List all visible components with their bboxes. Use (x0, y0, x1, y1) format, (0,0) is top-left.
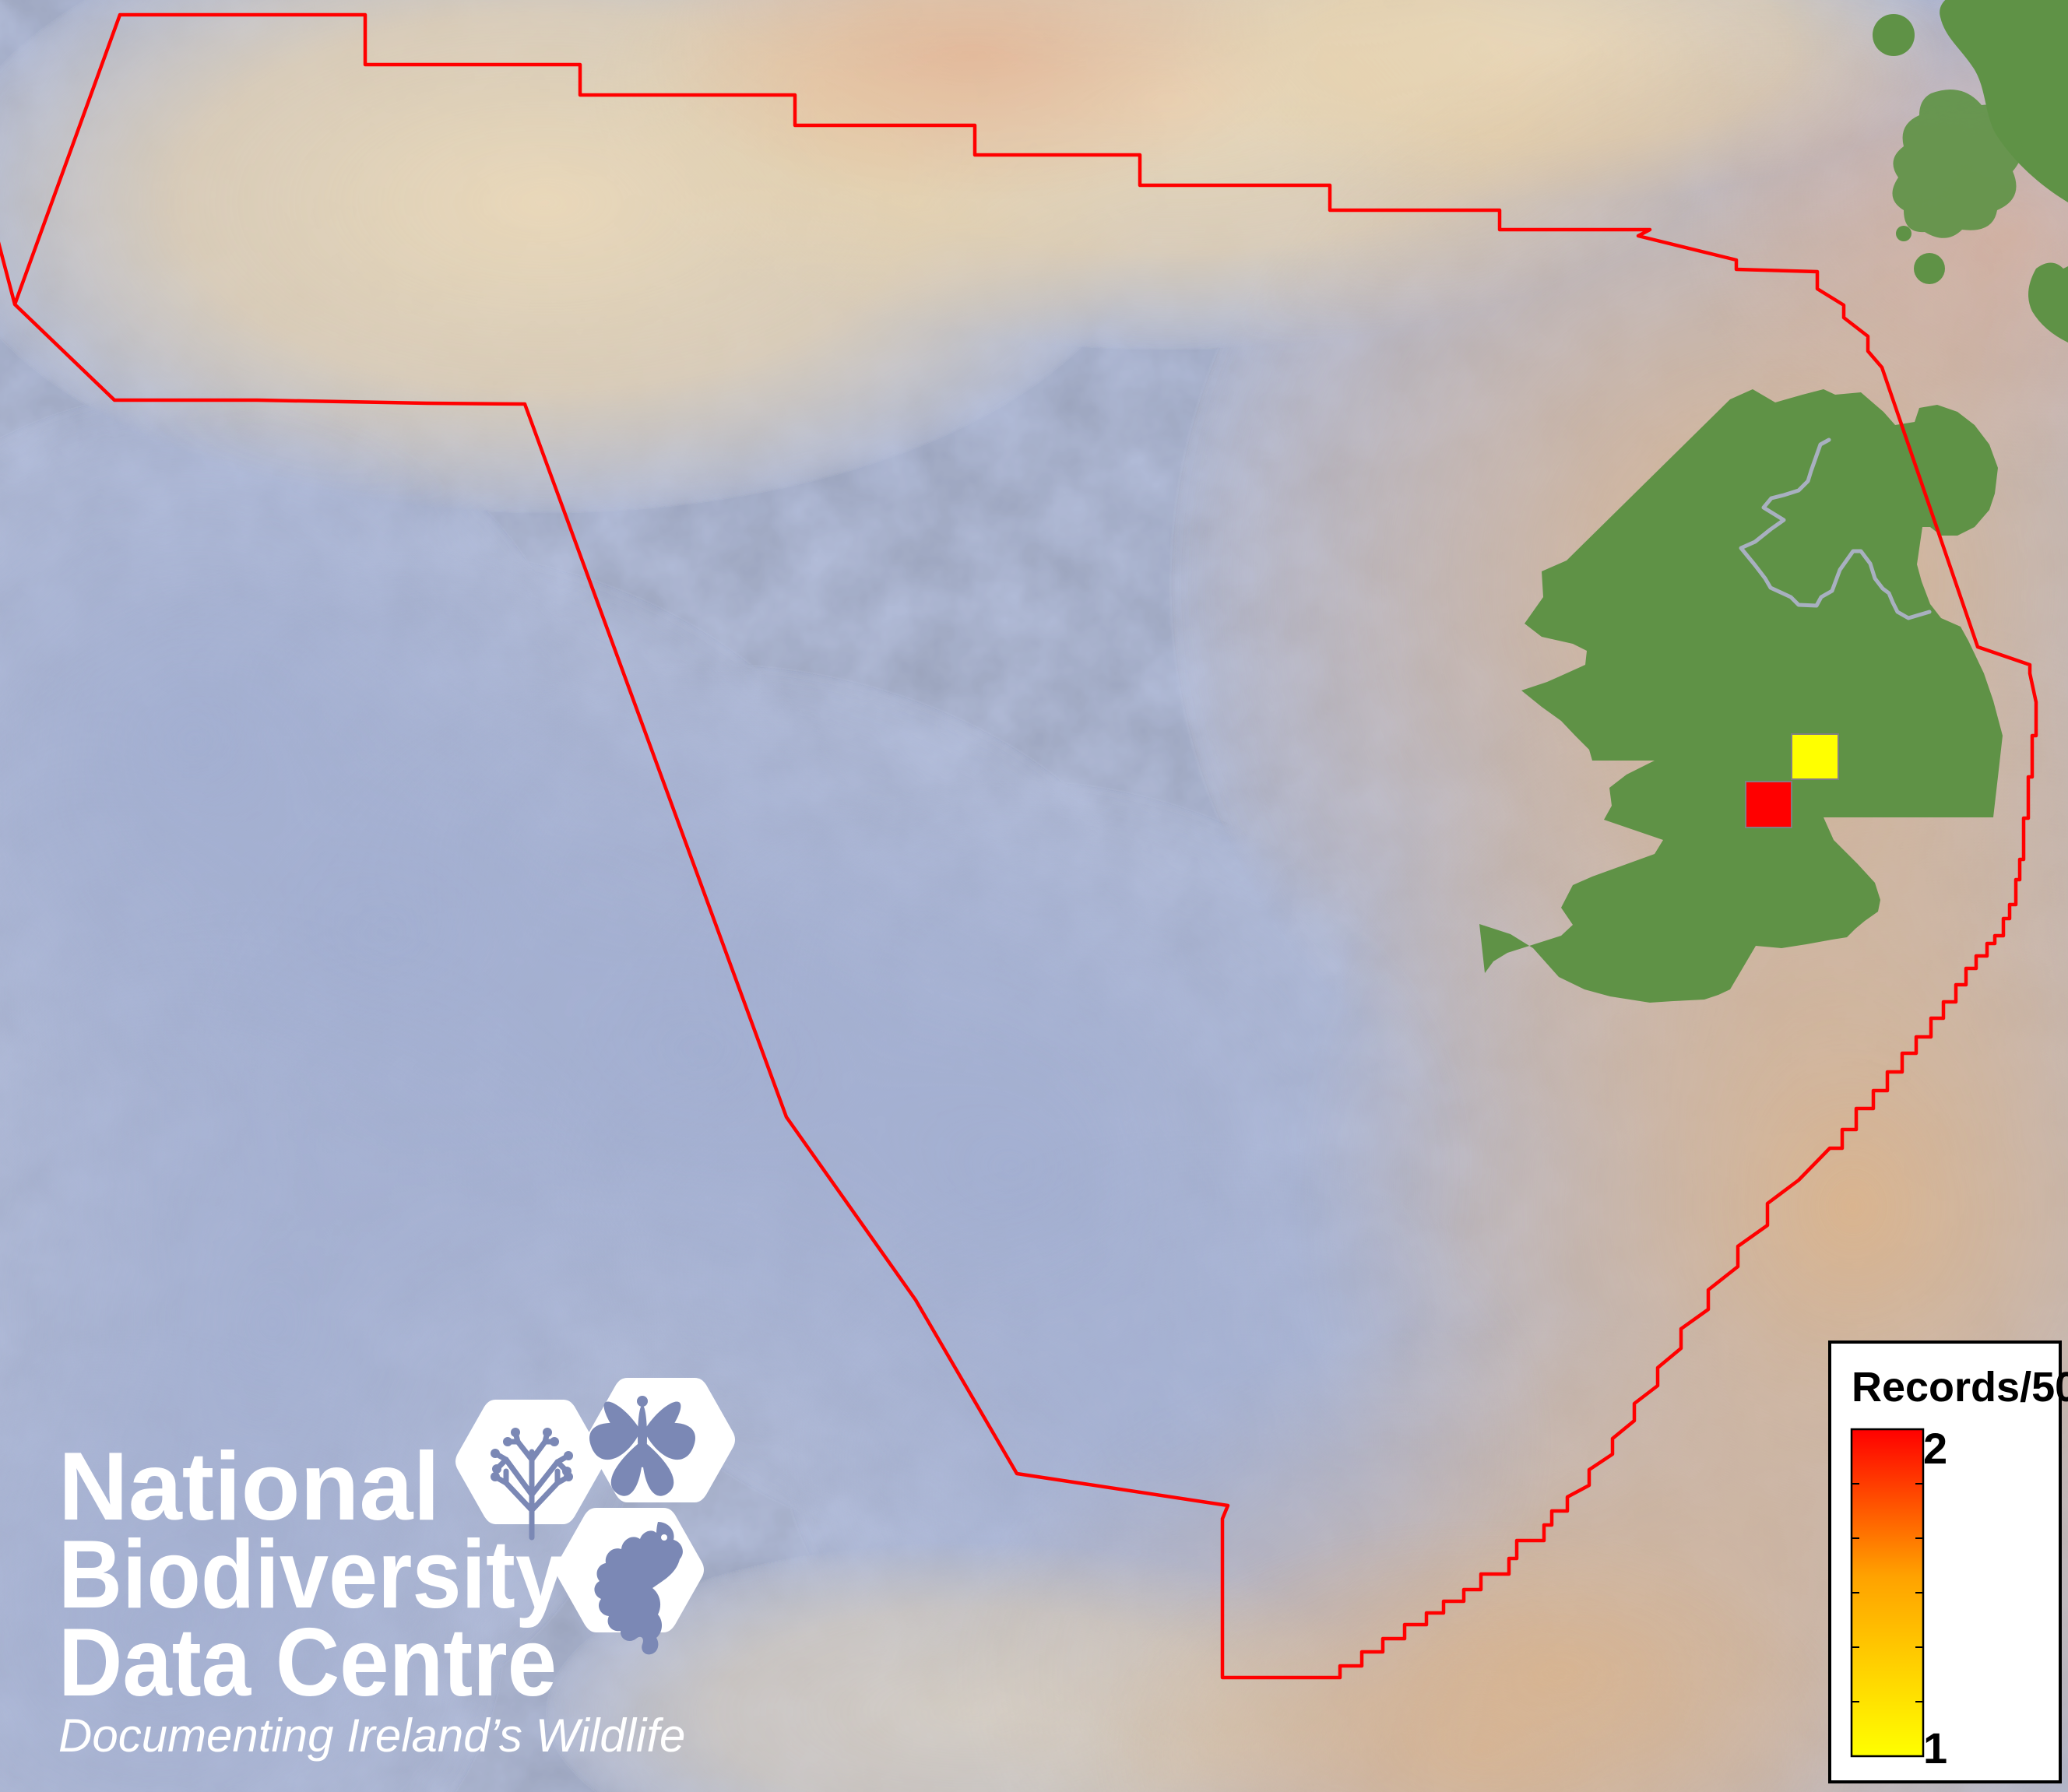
svg-text:Data Centre: Data Centre (58, 1609, 557, 1716)
svg-text:2: 2 (1923, 1424, 1947, 1473)
svg-text:Records/50km: Records/50km (1852, 1364, 2068, 1411)
svg-text:Documenting Ireland’s Wildlife: Documenting Ireland’s Wildlife (58, 1709, 685, 1762)
svg-text:1: 1 (1923, 1723, 1947, 1773)
